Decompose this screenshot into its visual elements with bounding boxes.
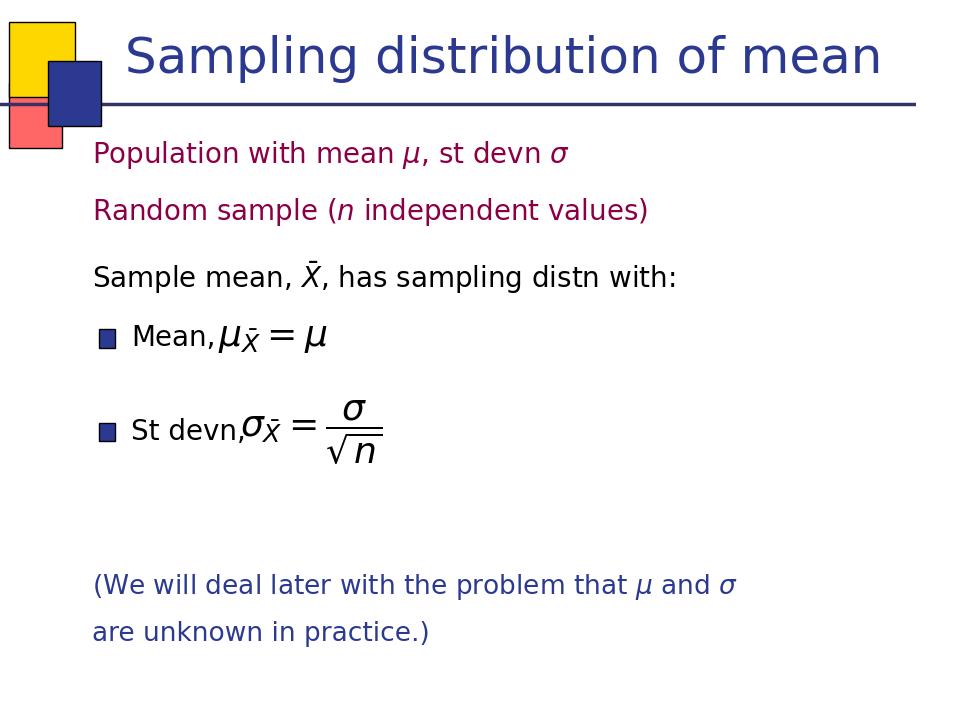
- FancyBboxPatch shape: [48, 61, 101, 126]
- Text: are unknown in practice.): are unknown in practice.): [91, 621, 429, 647]
- Text: Random sample ($n$ independent values): Random sample ($n$ independent values): [91, 197, 648, 228]
- Text: St devn,: St devn,: [131, 418, 246, 446]
- Text: $\mu_{\bar{X}} = \mu$: $\mu_{\bar{X}} = \mu$: [218, 321, 327, 356]
- Text: Mean,: Mean,: [131, 325, 215, 352]
- Text: Sampling distribution of mean: Sampling distribution of mean: [125, 35, 882, 83]
- FancyBboxPatch shape: [10, 83, 62, 148]
- FancyBboxPatch shape: [10, 22, 75, 97]
- Text: (We will deal later with the problem that $\mu$ and $\sigma$: (We will deal later with the problem tha…: [91, 572, 737, 602]
- Text: $\sigma_{\bar{X}} = \dfrac{\sigma}{\sqrt{n}}$: $\sigma_{\bar{X}} = \dfrac{\sigma}{\sqrt…: [240, 398, 382, 466]
- Text: Population with mean $\mu$, st devn $\sigma$: Population with mean $\mu$, st devn $\si…: [91, 139, 569, 171]
- Text: Sample mean, $\bar{X}$, has sampling distn with:: Sample mean, $\bar{X}$, has sampling dis…: [91, 259, 675, 295]
- FancyBboxPatch shape: [99, 423, 115, 441]
- FancyBboxPatch shape: [99, 329, 115, 348]
